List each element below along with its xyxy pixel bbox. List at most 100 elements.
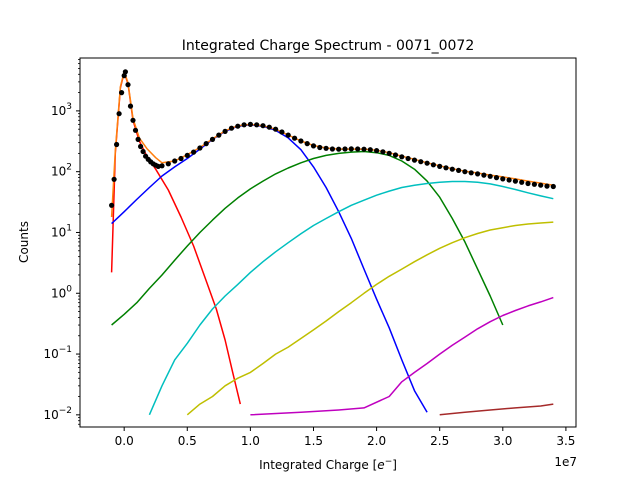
data-point [119,90,125,96]
data-point [519,179,525,185]
data-point [437,163,443,169]
data-point [418,159,424,165]
data-point [380,149,386,155]
x-axis-label: Integrated Charge [e−] [259,457,397,472]
y-tick-label: 103 [51,102,72,118]
data-point [443,165,449,171]
data-point [386,150,392,156]
series-line-5 [250,296,554,416]
data-point [456,167,462,173]
data-point [135,136,141,142]
data-point [235,123,241,129]
data-point [336,146,342,152]
y-tick-label: 102 [51,163,72,179]
data-point [191,149,197,155]
data-point [374,148,380,154]
data-point [247,121,253,127]
data-point [424,160,430,166]
data-point [140,148,146,155]
y-tick-label: 101 [51,223,72,239]
plot-area [80,58,576,427]
data-point [348,146,354,152]
data-point [241,122,247,128]
x-tick-label: 3.0 [493,434,512,448]
plot-frame [79,57,577,428]
data-point [304,141,310,147]
data-point [172,158,178,164]
series-line-2 [111,150,504,326]
x-tick-label: 2.0 [367,434,386,448]
x-tick-label: 3.5 [556,434,575,448]
data-point [178,155,184,162]
series-line-4 [186,221,554,416]
y-axis: 10−2 10−1 100 101 102 103 [43,59,80,425]
data-point [111,176,117,182]
series-line-6 [439,403,554,416]
data-point [184,152,190,158]
data-point [122,69,128,75]
x-axis-label-prefix: Integrated Charge [ [259,458,377,472]
data-point [130,117,136,123]
data-point [203,141,209,147]
data-point [544,183,550,189]
x-tick-label: 1.5 [304,434,323,448]
data-point [298,138,304,144]
data-point [222,128,228,134]
data-point [254,122,260,128]
data-point [273,126,279,132]
data-point [310,143,317,149]
data-point [538,182,544,188]
data-point [127,103,134,109]
data-point [493,175,500,181]
data-point [138,143,144,150]
data-point [159,163,165,169]
data-point [260,123,266,129]
data-point [116,111,122,117]
data-point [487,173,493,179]
x-tick-label: 2.5 [430,434,449,448]
data-point [512,178,519,184]
y-axis-label: Counts [17,221,31,263]
data-point [550,183,556,190]
x-axis-offset-text: 1e7 [554,455,577,469]
data-point [228,125,235,131]
data-point [449,166,455,172]
data-point [209,136,216,142]
data-point [411,157,418,163]
series-line-3 [148,180,554,416]
data-point [481,172,487,178]
data-point [405,155,411,162]
data-point [367,147,373,153]
data-point [329,146,335,152]
data-point [285,132,291,138]
data-point [125,82,131,88]
data-point [506,177,512,183]
y-tick-label: 100 [51,284,72,300]
x-tick-label: 0.5 [178,434,197,448]
data-point [392,152,399,158]
data-point [216,132,222,138]
data-point [525,180,531,187]
data-point [279,129,285,135]
series-layer [109,69,556,416]
data-point [399,154,405,160]
data-point [165,161,171,167]
data-point [109,202,115,208]
data-point [462,169,468,175]
data-point [114,141,120,148]
y-tick-label: 10−2 [43,406,72,422]
data-point [323,145,329,151]
data-point [342,146,348,152]
data-point [292,135,298,141]
x-axis: 0.0 0.5 1.0 1.5 2.0 2.5 3.0 3.5 [115,427,575,448]
x-axis-label-superscript: − [385,457,393,467]
y-tick-label: 10−1 [43,345,72,361]
chart-title: Integrated Charge Spectrum - 0071_0072 [182,38,475,54]
data-point [197,145,203,151]
data-point [430,162,436,168]
data-point [266,124,272,130]
x-axis-label-suffix: ] [392,458,397,472]
data-point [468,170,474,176]
data-point [355,146,361,152]
